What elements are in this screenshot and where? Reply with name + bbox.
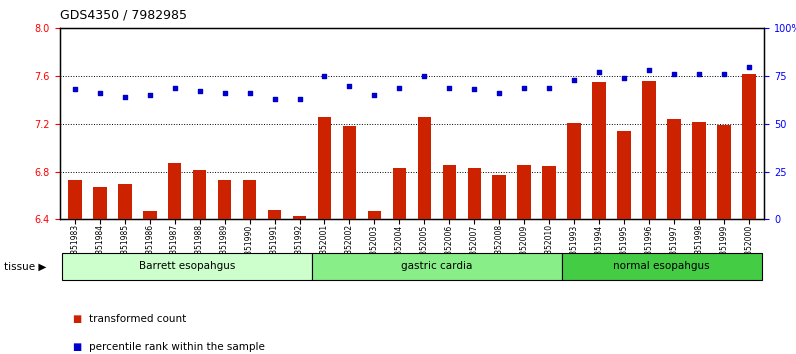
Point [543,85,556,90]
Bar [418,117,431,219]
Point [593,69,606,75]
Bar [93,187,107,219]
Point [343,83,356,88]
Point [218,91,231,96]
Bar [68,180,81,219]
Bar [118,184,131,219]
Bar [443,165,456,219]
Bar [267,210,282,219]
Bar [592,82,607,219]
Bar [193,171,206,219]
Bar [743,74,756,219]
Point [368,92,380,98]
Point [568,77,580,83]
Point [468,87,481,92]
Text: Barrett esopahgus: Barrett esopahgus [139,261,236,272]
Bar [342,126,357,219]
Text: normal esopahgus: normal esopahgus [614,261,710,272]
Point [418,73,431,79]
Bar [618,131,631,219]
Text: tissue ▶: tissue ▶ [4,261,46,272]
Bar [318,117,331,219]
Point [293,96,306,102]
Bar [693,121,706,219]
Bar [142,211,157,219]
Point [393,85,406,90]
Bar [517,165,531,219]
Bar [542,166,556,219]
Text: ■: ■ [72,342,81,352]
Bar [243,180,256,219]
Bar [467,168,482,219]
Bar [717,125,731,219]
Point [244,91,256,96]
Text: transformed count: transformed count [89,314,186,324]
Bar [293,216,306,219]
Point [743,64,755,69]
Point [93,91,106,96]
Point [518,85,531,90]
Point [718,72,731,77]
Point [119,94,131,100]
Point [168,85,181,90]
Bar [493,175,506,219]
Bar [392,168,406,219]
Text: GDS4350 / 7982985: GDS4350 / 7982985 [60,8,187,21]
Text: percentile rank within the sample: percentile rank within the sample [89,342,265,352]
Bar [368,211,381,219]
Point [618,75,630,81]
Point [443,85,456,90]
Text: ■: ■ [72,314,81,324]
Point [643,68,656,73]
Bar [642,81,656,219]
Point [668,72,681,77]
Point [693,72,705,77]
Bar [217,180,232,219]
Bar [667,119,681,219]
Point [493,91,505,96]
Point [268,96,281,102]
Bar [168,163,181,219]
Point [68,87,81,92]
Point [143,92,156,98]
Point [193,88,206,94]
Bar [568,123,581,219]
Text: gastric cardia: gastric cardia [401,261,473,272]
Point [318,73,331,79]
